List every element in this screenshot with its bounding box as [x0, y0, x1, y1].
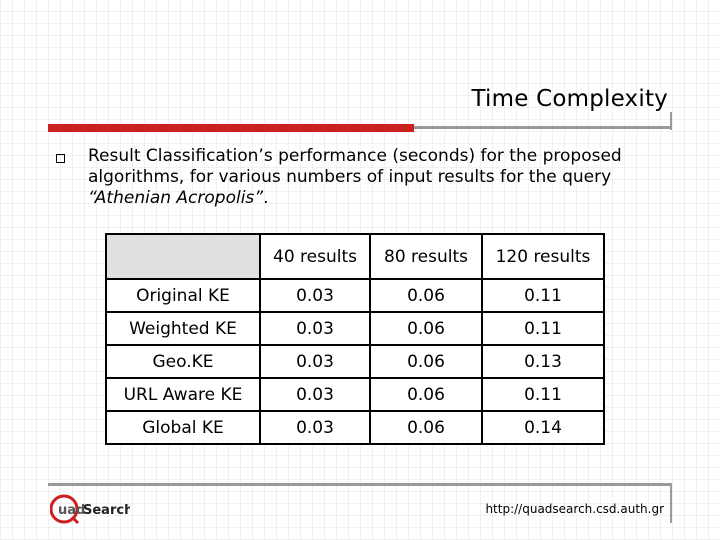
table-row: Global KE 0.03 0.06 0.14: [105, 410, 605, 445]
title-rule-end: [670, 112, 672, 130]
header-80-results: 80 results: [369, 233, 483, 280]
header-40-results: 40 results: [259, 233, 371, 280]
logo-text-search: Search: [83, 503, 130, 518]
table-cell: 0.06: [369, 410, 483, 445]
table-row: Geo.KE 0.03 0.06 0.13: [105, 344, 605, 379]
table-cell: 0.11: [481, 377, 605, 412]
header-corner: [105, 233, 261, 280]
table-cell: 0.06: [369, 311, 483, 346]
slide-title: Time Complexity: [471, 86, 668, 112]
footer-rule: [48, 483, 672, 486]
row-label: Original KE: [105, 278, 261, 313]
table-cell: 0.03: [259, 344, 371, 379]
table-cell: 0.03: [259, 377, 371, 412]
body-paragraph: Result Classification’s performance (sec…: [88, 146, 648, 209]
quadsearch-logo: uad Search: [50, 494, 130, 525]
table-cell: 0.03: [259, 410, 371, 445]
table-cell: 0.03: [259, 311, 371, 346]
table-cell: 0.13: [481, 344, 605, 379]
paragraph-end: .: [263, 188, 269, 208]
title-rule-red: [48, 124, 414, 132]
table-cell: 0.06: [369, 278, 483, 313]
table-cell: 0.11: [481, 311, 605, 346]
performance-table: 40 results 80 results 120 results Origin…: [105, 233, 605, 445]
row-label: URL Aware KE: [105, 377, 261, 412]
table-cell: 0.11: [481, 278, 605, 313]
row-label: Geo.KE: [105, 344, 261, 379]
table-cell: 0.14: [481, 410, 605, 445]
table-cell: 0.06: [369, 377, 483, 412]
logo-text-uad: uad: [58, 503, 85, 518]
footer-url: http://quadsearch.csd.auth.gr: [485, 502, 664, 516]
table-row: Original KE 0.03 0.06 0.11: [105, 278, 605, 313]
bullet-icon: [56, 154, 65, 163]
row-label: Weighted KE: [105, 311, 261, 346]
table-row: URL Aware KE 0.03 0.06 0.11: [105, 377, 605, 412]
header-120-results: 120 results: [481, 233, 605, 280]
table-row: Weighted KE 0.03 0.06 0.11: [105, 311, 605, 346]
table-cell: 0.06: [369, 344, 483, 379]
title-rule-gray: [414, 126, 672, 129]
table-cell: 0.03: [259, 278, 371, 313]
paragraph-text: Result Classification’s performance (sec…: [88, 146, 622, 187]
paragraph-query: “Athenian Acropolis”: [88, 188, 264, 208]
row-label: Global KE: [105, 410, 261, 445]
table-header-row: 40 results 80 results 120 results: [105, 233, 605, 280]
footer-rule-end: [670, 483, 672, 523]
